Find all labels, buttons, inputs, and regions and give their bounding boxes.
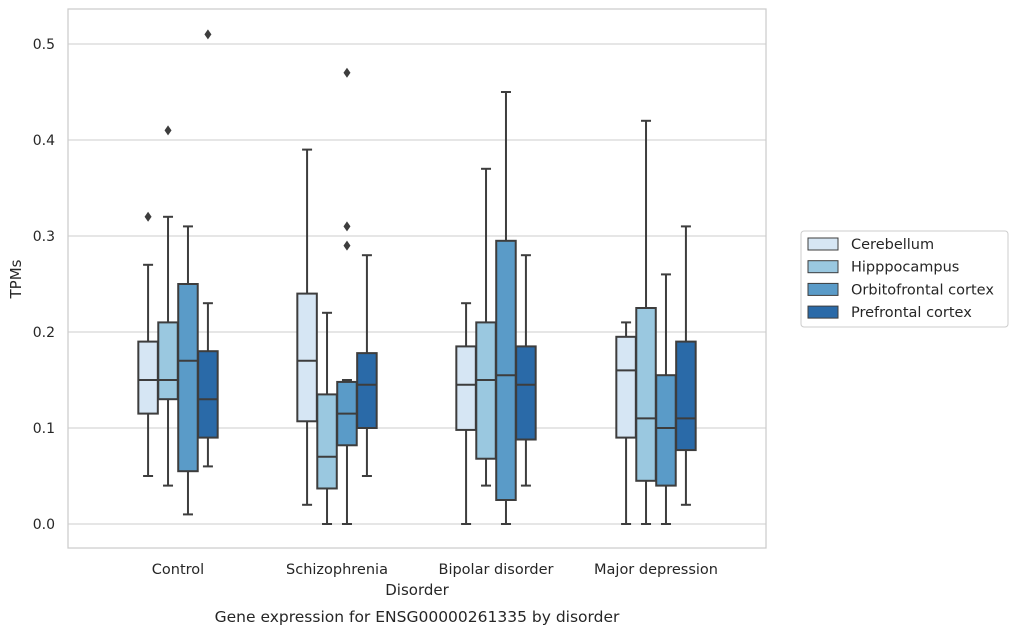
box-prefrontal-cortex [356, 254, 378, 477]
outlier-point [204, 29, 212, 40]
legend-label: Cerebellum [851, 237, 934, 253]
box-plots [137, 29, 697, 525]
x-tick-label: Control [152, 562, 204, 578]
box-prefrontal-cortex [515, 254, 537, 487]
chart-title: Gene expression for ENSG00000261335 by d… [215, 608, 620, 626]
plot-frame [67, 8, 767, 549]
box-iqr [675, 340, 697, 452]
box-iqr [655, 374, 677, 487]
y-tick-labels: 0.0 0.1 0.2 0.3 0.4 0.5 [33, 37, 55, 533]
box-orbitofrontal-cortex [177, 225, 199, 516]
box-hipppocampus [316, 311, 338, 525]
legend-label: Orbitofrontal cortex [851, 282, 994, 298]
box-prefrontal-cortex [197, 29, 219, 468]
y-tick-label: 0.5 [33, 37, 55, 53]
box-iqr [137, 340, 159, 415]
box-cerebellum [137, 211, 159, 477]
legend-swatch [807, 282, 839, 296]
box-hipppocampus [635, 119, 657, 525]
outlier-point [343, 221, 351, 232]
box-iqr [515, 345, 537, 441]
x-axis-label: Disorder [385, 581, 449, 599]
box-iqr [455, 345, 477, 431]
box-iqr [356, 352, 378, 429]
box-iqr [316, 393, 338, 490]
box-iqr [635, 307, 657, 482]
x-tick-label: Bipolar disorder [439, 562, 554, 578]
y-tick-label: 0.2 [33, 325, 55, 341]
box-prefrontal-cortex [675, 225, 697, 506]
box-hipppocampus [157, 125, 179, 487]
box-orbitofrontal-cortex [655, 273, 677, 525]
y-tick-label: 0.0 [33, 517, 55, 533]
outlier-point [343, 67, 351, 78]
outlier-point [144, 211, 152, 222]
box-iqr [615, 335, 637, 439]
x-tick-label: Schizophrenia [286, 562, 388, 578]
box-iqr [157, 321, 179, 401]
y-tick-label: 0.4 [33, 133, 55, 149]
legend-swatch [807, 237, 839, 251]
x-tick-label: Major depression [594, 562, 718, 578]
y-tick-label: 0.3 [33, 229, 55, 245]
box-cerebellum [615, 321, 637, 525]
legend-swatch [807, 260, 839, 274]
outlier-point [343, 240, 351, 251]
outlier-point [164, 125, 172, 136]
y-tick-label: 0.1 [33, 421, 55, 437]
legend: Cerebellum Hipppocampus Orbitofrontal cort… [800, 230, 1009, 328]
box-cerebellum [296, 148, 318, 506]
legend-frame [800, 230, 1009, 328]
box-iqr [197, 350, 219, 439]
y-axis-label: TPMs [7, 259, 25, 299]
box-iqr [475, 321, 497, 460]
box-iqr [296, 292, 318, 423]
x-tick-labels: Control Schizophrenia Bipolar disorder Majo… [152, 562, 718, 578]
legend-label: Prefrontal cortex [851, 305, 972, 321]
legend-label: Hipppocampus [851, 260, 959, 276]
box-iqr [495, 239, 517, 502]
legend-swatch [807, 305, 839, 319]
box-iqr [177, 283, 199, 473]
